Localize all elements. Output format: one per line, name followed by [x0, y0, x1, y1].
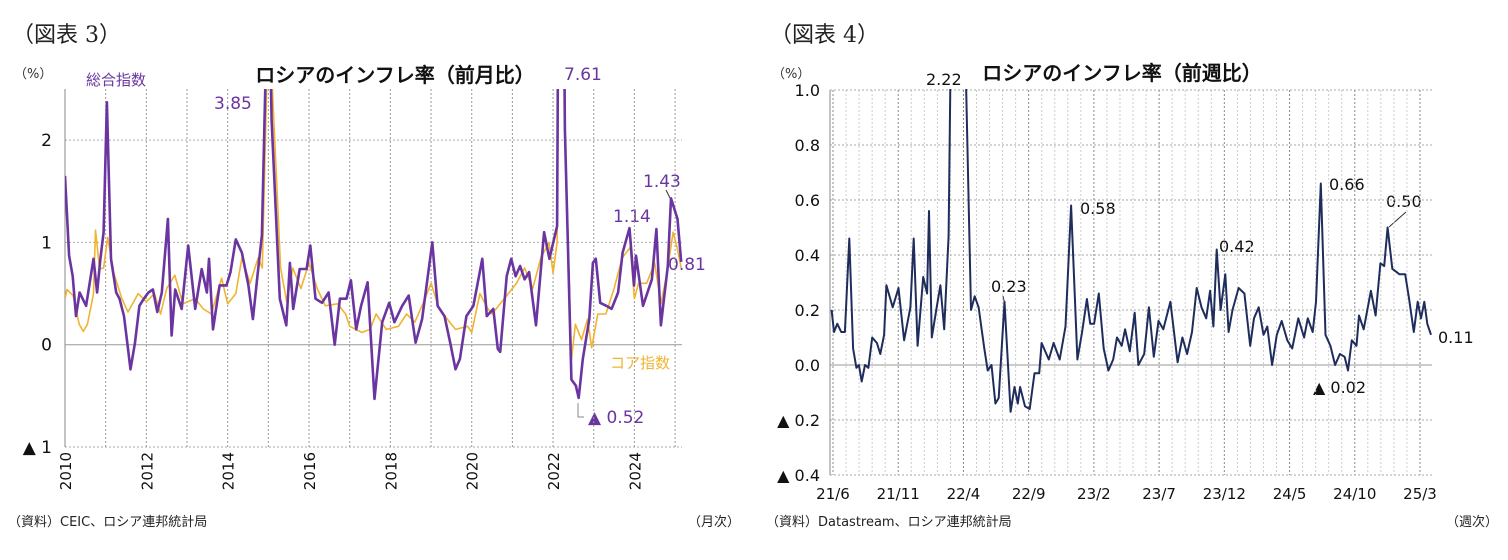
- x-tick-label: 2024: [626, 452, 644, 490]
- x-tick-label: 22/4: [947, 485, 981, 503]
- left-x-unit: （月次）: [688, 514, 740, 530]
- x-tick-label: 2010: [57, 452, 75, 490]
- x-tick-label: 25/3: [1403, 485, 1437, 503]
- y-tick-label: 2: [41, 131, 52, 151]
- y-tick-label: 0.0: [795, 356, 820, 375]
- annot-neg052: ▲ 0.52: [588, 408, 644, 428]
- x-tick-label: 2022: [545, 452, 563, 490]
- left-grid: [64, 89, 682, 448]
- figure-label-4: （図表 4）: [770, 23, 879, 48]
- legend-core: コア指数: [610, 354, 670, 372]
- x-tick-label: 2014: [220, 452, 238, 490]
- x-tick-label: 24/5: [1273, 485, 1307, 503]
- right-series: [830, 89, 1432, 413]
- leader-line-050: [1388, 211, 1407, 228]
- x-tick-label: 23/12: [1203, 485, 1246, 503]
- x-tick-label: 2018: [382, 452, 400, 490]
- annot-058: 0.58: [1080, 199, 1116, 218]
- y-tick-label: ▲ 1: [23, 438, 52, 458]
- legend-headline: 総合指数: [86, 71, 146, 89]
- annot-neg002: ▲ 0.02: [1313, 378, 1366, 397]
- weekly-inflation-line: [830, 89, 1432, 413]
- y-tick-label: 0.2: [795, 301, 820, 320]
- x-tick-label: 2020: [464, 452, 482, 490]
- annot-385: 3.85: [214, 94, 252, 114]
- y-tick-label: 0: [41, 336, 52, 356]
- y-tick-label: 1.0: [795, 81, 820, 100]
- left-source: （資料）CEIC、ロシア連邦統計局: [8, 514, 207, 530]
- annot-143: 1.43: [643, 172, 681, 192]
- y-tick-label: 0.6: [795, 191, 820, 210]
- x-tick-label: 2016: [301, 452, 319, 490]
- right-tick-labels: ▲ 0.4 ▲ 0.2 0.0 0.2 0.4 0.6 0.8 1.0 21/6 21/11 22/…: [777, 81, 1437, 503]
- x-tick-label: 21/11: [877, 485, 920, 503]
- right-x-unit: （週次）: [1446, 514, 1498, 530]
- annot-011: 0.11: [1438, 328, 1474, 347]
- x-tick-label: 2012: [138, 452, 156, 490]
- right-source: （資料）Datastream、ロシア連邦統計局: [766, 514, 1012, 530]
- annot-066: 0.66: [1329, 175, 1365, 194]
- x-tick-label: 22/9: [1012, 485, 1046, 503]
- y-tick-label: ▲ 0.2: [777, 411, 820, 430]
- x-tick-label: 24/10: [1333, 485, 1376, 503]
- y-tick-label: ▲ 0.4: [777, 466, 820, 485]
- annot-114: 1.14: [613, 207, 651, 227]
- right-grid: [829, 89, 1432, 476]
- annot-023: 0.23: [991, 277, 1027, 296]
- right-y-unit: （%）: [772, 67, 810, 82]
- figure-label-3: （図表 3）: [12, 23, 121, 48]
- left-tick-labels: ▲ 1 0 1 2 2010 2012 2014 2016 2018 2020 2022 2024: [23, 131, 645, 490]
- annot-050: 0.50: [1386, 192, 1422, 211]
- leader-line-052: [577, 403, 584, 418]
- right-chart-title: ロシアのインフレ率（前週比）: [982, 61, 1261, 85]
- left-series: [65, 89, 683, 401]
- left-chart-title: ロシアのインフレ率（前月比）: [255, 63, 534, 87]
- annot-081: 0.81: [668, 255, 706, 275]
- annot-222: 2.22: [926, 70, 962, 89]
- annot-761: 7.61: [564, 65, 602, 85]
- x-tick-label: 21/6: [816, 485, 850, 503]
- annot-042: 0.42: [1219, 237, 1255, 256]
- x-tick-label: 23/7: [1142, 485, 1176, 503]
- y-tick-label: 0.4: [795, 246, 820, 265]
- headline-cpi-line: [65, 89, 683, 401]
- x-tick-label: 23/2: [1077, 485, 1111, 503]
- y-tick-label: 0.8: [795, 136, 820, 155]
- left-y-unit: （%）: [14, 67, 52, 82]
- y-tick-label: 1: [41, 233, 52, 253]
